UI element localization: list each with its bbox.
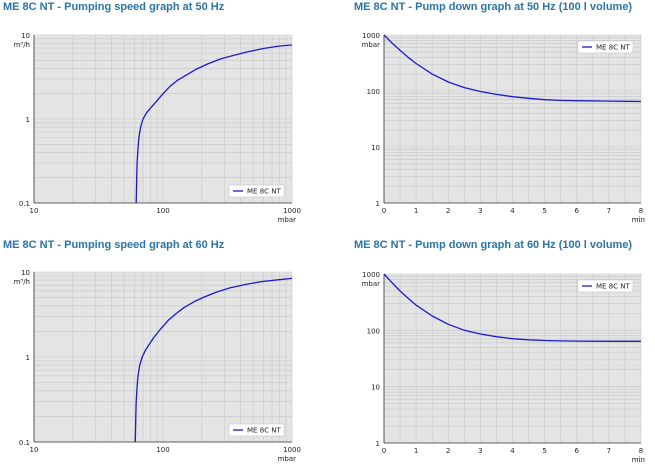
x-tick-label: 5	[542, 207, 546, 215]
chart-panel-pumpdown-50hz: ME 8C NT - Pump down graph at 50 Hz (100…	[350, 0, 655, 230]
chart-title: ME 8C NT - Pump down graph at 50 Hz (100…	[354, 1, 633, 13]
grid	[33, 34, 293, 204]
x-tick-label: 2	[446, 207, 450, 215]
y-tick-label: 1	[26, 354, 30, 362]
y-axis-label: m³/h	[14, 278, 30, 286]
series-line	[383, 34, 642, 103]
legend-box	[228, 184, 285, 198]
chart-title: ME 8C NT - Pump down graph at 60 Hz (100…	[354, 239, 633, 251]
legend-label: ME 8C NT	[247, 188, 281, 196]
y-axis-label: mbar	[362, 280, 381, 288]
x-tick-label: 100	[156, 207, 169, 215]
legend: ME 8C NT	[228, 184, 285, 198]
x-tick-label: 10	[30, 446, 39, 454]
x-tick-label: 2	[446, 447, 450, 455]
x-tick-label: 8	[639, 207, 643, 215]
x-tick-label: 8	[639, 447, 643, 455]
x-tick-label: 6	[575, 447, 580, 455]
chart-panel-speed-60hz: ME 8C NT - Pumping speed graph at 60 Hz …	[0, 238, 320, 467]
x-tick-label: 3	[478, 447, 482, 455]
x-tick-label: 5	[542, 447, 546, 455]
x-tick-label: 4	[510, 447, 515, 455]
x-axis-label: mbar	[278, 216, 297, 224]
y-tick-label: 10	[371, 384, 380, 392]
x-axis-label: min	[632, 456, 645, 464]
x-tick-label: 10	[30, 207, 39, 215]
y-tick-label: 1000	[362, 271, 380, 279]
x-tick-label: 1000	[283, 446, 301, 454]
y-tick-label: 10	[21, 32, 30, 40]
x-tick-label: 7	[607, 207, 611, 215]
x-tick-label: 7	[607, 447, 611, 455]
legend-label: ME 8C NT	[247, 427, 281, 435]
x-axis-label: mbar	[278, 455, 297, 463]
y-tick-label: 1	[376, 200, 380, 208]
y-tick-label: 0.1	[19, 200, 30, 208]
chart-panel-speed-50hz: ME 8C NT - Pumping speed graph at 50 Hz …	[0, 0, 320, 230]
x-tick-label: 1	[414, 447, 418, 455]
grid	[383, 34, 642, 204]
y-axis-label: mbar	[362, 41, 381, 49]
legend-box	[577, 40, 634, 54]
x-tick-label: 0	[382, 447, 386, 455]
series-line	[135, 44, 293, 204]
y-tick-label: 1	[376, 440, 380, 448]
legend: ME 8C NT	[577, 40, 634, 54]
y-tick-label: 10	[371, 144, 380, 152]
chart-svg: 10 100 1000 0.1 1 10 mbar m³/h ME 8C NT	[14, 269, 301, 463]
x-tick-label: 6	[575, 207, 580, 215]
legend-box	[228, 423, 285, 437]
y-tick-label: 100	[367, 327, 380, 335]
y-axis-label: m³/h	[14, 41, 30, 49]
series-line	[383, 273, 641, 342]
x-tick-label: 1	[414, 207, 418, 215]
y-tick-label: 0.1	[19, 439, 30, 447]
legend-label: ME 8C NT	[596, 283, 630, 291]
legend-label: ME 8C NT	[596, 44, 630, 52]
x-tick-label: 1000	[283, 207, 301, 215]
x-tick-label: 0	[382, 207, 386, 215]
y-tick-label: 1000	[362, 32, 380, 40]
legend: ME 8C NT	[577, 279, 634, 293]
grid	[33, 271, 293, 443]
legend: ME 8C NT	[228, 423, 285, 437]
y-tick-label: 100	[367, 88, 380, 96]
chart-svg: 10 100 1000 0.1 1 10 mbar m³/h ME 8C NT	[14, 32, 301, 224]
x-tick-label: 4	[510, 207, 515, 215]
x-axis-label: min	[632, 216, 645, 224]
chart-title: ME 8C NT - Pumping speed graph at 60 Hz	[3, 239, 225, 251]
chart-title: ME 8C NT - Pumping speed graph at 50 Hz	[3, 1, 225, 13]
x-tick-label: 3	[478, 207, 482, 215]
x-tick-label: 100	[156, 446, 169, 454]
chart-panel-pumpdown-60hz: ME 8C NT - Pump down graph at 60 Hz (100…	[350, 238, 655, 467]
y-tick-label: 1	[26, 116, 30, 124]
y-tick-label: 10	[21, 269, 30, 277]
legend-box	[577, 279, 634, 293]
series-line	[134, 277, 293, 443]
